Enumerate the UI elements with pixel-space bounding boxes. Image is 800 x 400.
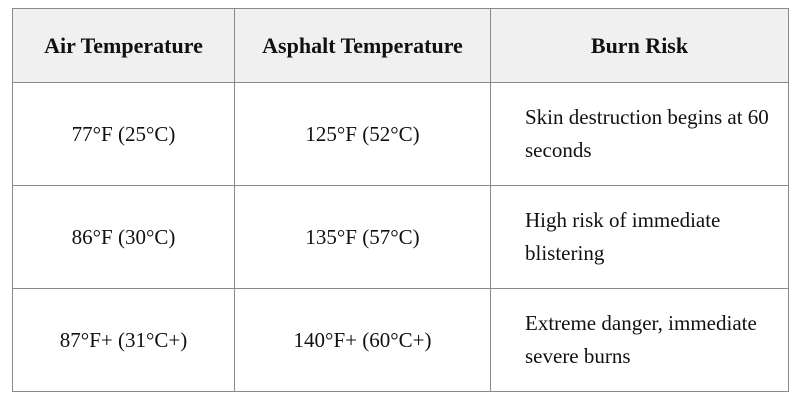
table-row: 77°F (25°C) 125°F (52°C) Skin destructio…	[12, 82, 789, 186]
table-header-row: Air Temperature Asphalt Temperature Burn…	[12, 8, 789, 83]
burn-risk-cell: High risk of immediate blistering	[490, 185, 789, 289]
table-row: 86°F (30°C) 135°F (57°C) High risk of im…	[12, 185, 789, 289]
burn-risk-table-container: Air Temperature Asphalt Temperature Burn…	[12, 8, 789, 392]
burn-risk-cell: Skin destruction begins at 60 seconds	[490, 82, 789, 186]
asphalt-temperature-cell: 140°F+ (60°C+)	[234, 288, 491, 392]
air-temperature-cell: 86°F (30°C)	[12, 185, 235, 289]
header-burn-risk: Burn Risk	[490, 8, 789, 83]
air-temperature-cell: 77°F (25°C)	[12, 82, 235, 186]
header-asphalt-temperature: Asphalt Temperature	[234, 8, 491, 83]
table-row: 87°F+ (31°C+) 140°F+ (60°C+) Extreme dan…	[12, 288, 789, 392]
header-air-temperature: Air Temperature	[12, 8, 235, 83]
air-temperature-cell: 87°F+ (31°C+)	[12, 288, 235, 392]
burn-risk-cell: Extreme danger, immediate severe burns	[490, 288, 789, 392]
asphalt-temperature-cell: 135°F (57°C)	[234, 185, 491, 289]
burn-risk-table: Air Temperature Asphalt Temperature Burn…	[12, 8, 789, 392]
asphalt-temperature-cell: 125°F (52°C)	[234, 82, 491, 186]
